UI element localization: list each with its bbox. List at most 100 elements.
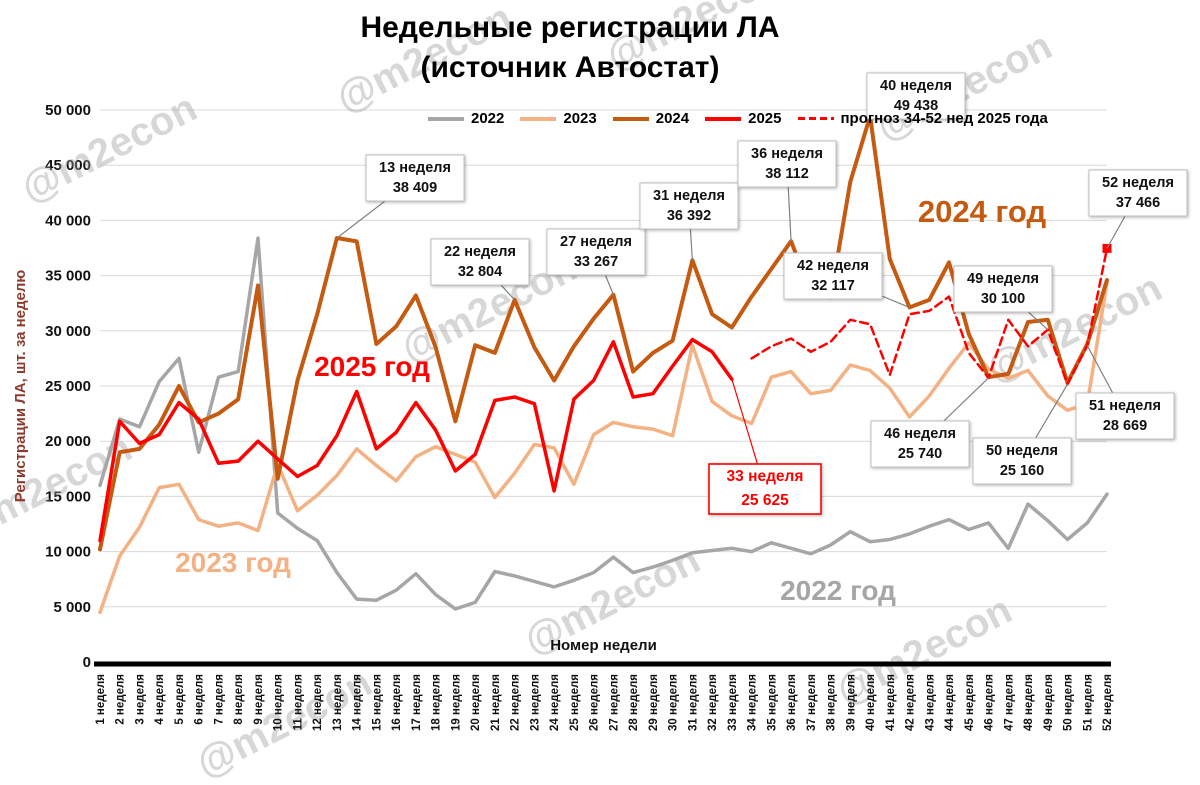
line-2024 [98,114,1109,552]
svg-text:23 неделя: 23 неделя [529,674,541,731]
svg-text:45 000: 45 000 [45,157,91,174]
svg-text:27 неделя: 27 неделя [560,234,632,250]
watermark-text: @m2econ [14,86,203,212]
svg-text:31 неделя: 31 неделя [653,188,725,204]
annotation-week27: 27 неделя 33 267 [546,228,646,295]
svg-text:44 неделя: 44 неделя [944,674,956,731]
svg-text:30 000: 30 000 [45,323,91,340]
svg-text:10 000: 10 000 [45,544,91,561]
svg-text:30 неделя: 30 неделя [668,674,680,731]
svg-text:8 неделя: 8 неделя [233,674,245,725]
legend-swatch-2024-icon [612,116,649,121]
x-axis-ticks: 1 неделя 2 неделя 3 неделя 4 неделя 5 неделя… [95,674,1114,731]
svg-text:4 неделя: 4 неделя [154,674,166,725]
svg-text:33 неделя: 33 неделя [727,468,804,485]
svg-text:36 неделя: 36 неделя [786,674,798,731]
annotation-week33: 33 неделя 25 625 [708,378,822,515]
svg-text:5 неделя: 5 неделя [174,674,186,725]
svg-text:51 неделя: 51 неделя [1089,398,1161,414]
annotations: 13 неделя 38 409 22 неделя 32 804 27 неделя 3… [336,72,1188,515]
year-label-2023: 2023 год [175,547,291,578]
svg-text:25 неделя: 25 неделя [569,674,581,731]
legend-item-2025: 2025 [705,110,782,127]
svg-text:50 000: 50 000 [45,102,91,119]
svg-text:22 неделя: 22 неделя [444,244,516,260]
svg-text:16 неделя: 16 неделя [391,674,403,731]
svg-text:40 000: 40 000 [45,212,91,229]
svg-text:33 неделя: 33 неделя [727,674,739,731]
annotation-week42: 42 неделя 32 117 [783,252,910,308]
svg-text:12 неделя: 12 неделя [312,674,324,731]
svg-text:14 неделя: 14 неделя [352,674,364,731]
legend-label-2023: 2023 [563,110,597,127]
legend-label-2024: 2024 [655,110,690,127]
svg-text:24 неделя: 24 неделя [549,674,561,731]
svg-text:20 000: 20 000 [45,433,91,450]
annotation-week36: 36 неделя 38 112 [737,140,837,242]
svg-text:0: 0 [83,654,91,671]
svg-text:25 740: 25 740 [898,446,942,462]
svg-text:28 669: 28 669 [1103,418,1147,434]
y-axis-title: Регистрации ЛА, шт. за неделю [12,270,29,503]
legend-item-2023: 2023 [520,110,597,127]
svg-text:26 неделя: 26 неделя [589,674,601,731]
legend-label-2025: 2025 [748,110,782,127]
svg-text:25 625: 25 625 [741,492,789,509]
svg-text:29 неделя: 29 неделя [648,674,660,731]
svg-text:31 неделя: 31 неделя [687,674,699,731]
annotation-week31: 31 неделя 36 392 [639,182,739,261]
annotation-week51: 51 неделя 28 669 [1075,345,1175,440]
svg-text:49 неделя: 49 неделя [1043,674,1055,731]
svg-text:11 неделя: 11 неделя [292,674,304,730]
svg-text:15 неделя: 15 неделя [371,674,383,731]
svg-text:21 неделя: 21 неделя [490,674,502,731]
annotation-week40: 40 неделя 49 438 [866,72,966,120]
svg-text:25 160: 25 160 [1000,463,1044,479]
year-label-2024: 2024 год [918,194,1047,229]
svg-text:36 неделя: 36 неделя [751,146,823,162]
line-2023 [98,280,1109,615]
svg-text:25 000: 25 000 [45,378,91,395]
svg-text:6 неделя: 6 неделя [194,674,206,725]
svg-text:20 неделя: 20 неделя [470,674,482,731]
y-axis-ticks: 0 5 000 10 000 15 000 20 000 25 000 30 000 35 0… [45,102,91,671]
svg-text:35 неделя: 35 неделя [766,674,778,731]
svg-text:32 неделя: 32 неделя [707,674,719,731]
chart-title-line1: Недельные регистрации ЛА [360,11,780,44]
svg-text:52 неделя: 52 неделя [1102,175,1174,191]
svg-text:1 неделя: 1 неделя [95,674,107,725]
series-lines [98,114,1112,615]
year-labels: 2025 год 2024 год 2023 год 2022 год [175,194,1046,606]
svg-text:7 неделя: 7 неделя [213,674,225,725]
svg-text:15 000: 15 000 [45,488,91,505]
annotation-week49: 49 неделя 30 100 [953,265,1053,331]
svg-text:5 000: 5 000 [53,599,91,616]
chart-legend: 2022 2023 2024 2025 прогноз 34-52 нед 2025 г… [428,110,1048,127]
annotation-week46: 46 неделя 25 740 [870,377,989,468]
svg-text:42 неделя: 42 неделя [797,258,869,274]
svg-text:32 117: 32 117 [811,278,855,294]
svg-text:36 392: 36 392 [667,208,711,224]
svg-text:37 неделя: 37 неделя [806,674,818,731]
svg-text:43 неделя: 43 неделя [924,674,936,731]
svg-text:41 неделя: 41 неделя [885,674,897,731]
svg-text:13 неделя: 13 неделя [332,674,344,731]
legend-swatch-2023-icon [520,116,557,121]
annotation-week22: 22 неделя 32 804 [430,238,530,301]
legend-swatch-2022-icon [428,116,464,121]
svg-text:37 466: 37 466 [1116,195,1160,211]
chart-title-line2: (источник Автостат) [420,51,720,84]
svg-text:39 неделя: 39 неделя [845,674,857,731]
svg-text:42 неделя: 42 неделя [905,674,917,731]
line-forecast [750,247,1109,386]
svg-text:46 неделя: 46 неделя [984,674,996,731]
svg-text:38 409: 38 409 [393,180,437,196]
svg-text:32 804: 32 804 [458,264,502,280]
svg-text:30 100: 30 100 [981,291,1025,307]
year-label-2025: 2025 год [314,351,430,382]
svg-text:40 неделя: 40 неделя [880,78,952,94]
legend-item-2024: 2024 [612,110,690,127]
legend-item-forecast: прогноз 34-52 нед 2025 года [797,110,1048,127]
